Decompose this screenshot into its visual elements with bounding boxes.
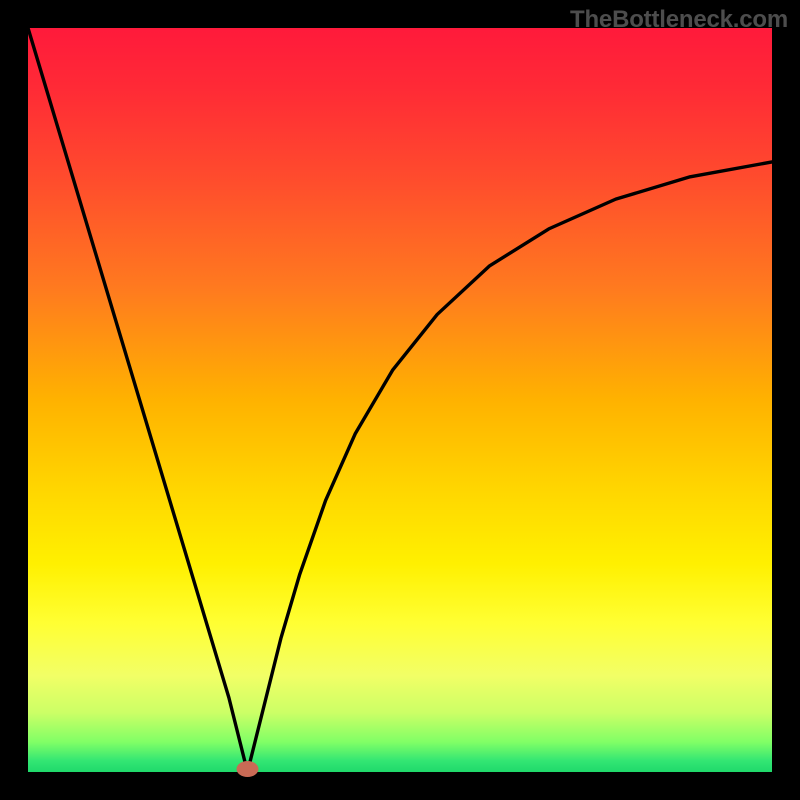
vertex-marker [236,761,258,777]
chart-frame: TheBottleneck.com [0,0,800,800]
watermark-text: TheBottleneck.com [570,6,788,34]
chart-svg [0,0,800,800]
